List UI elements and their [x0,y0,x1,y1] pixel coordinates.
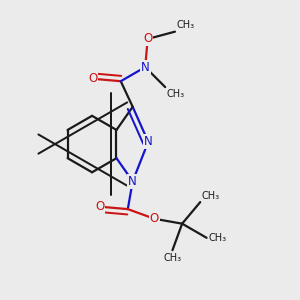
Text: O: O [150,212,159,225]
Text: CH₃: CH₃ [202,191,220,201]
Text: O: O [88,72,97,85]
Text: CH₃: CH₃ [208,233,226,243]
Text: CH₃: CH₃ [176,20,195,30]
Text: CH₃: CH₃ [164,253,181,262]
Text: N: N [144,135,153,148]
Text: O: O [95,200,104,213]
Text: N: N [128,175,137,188]
Text: CH₃: CH₃ [167,88,185,99]
Text: O: O [143,32,152,46]
Text: N: N [141,61,150,74]
